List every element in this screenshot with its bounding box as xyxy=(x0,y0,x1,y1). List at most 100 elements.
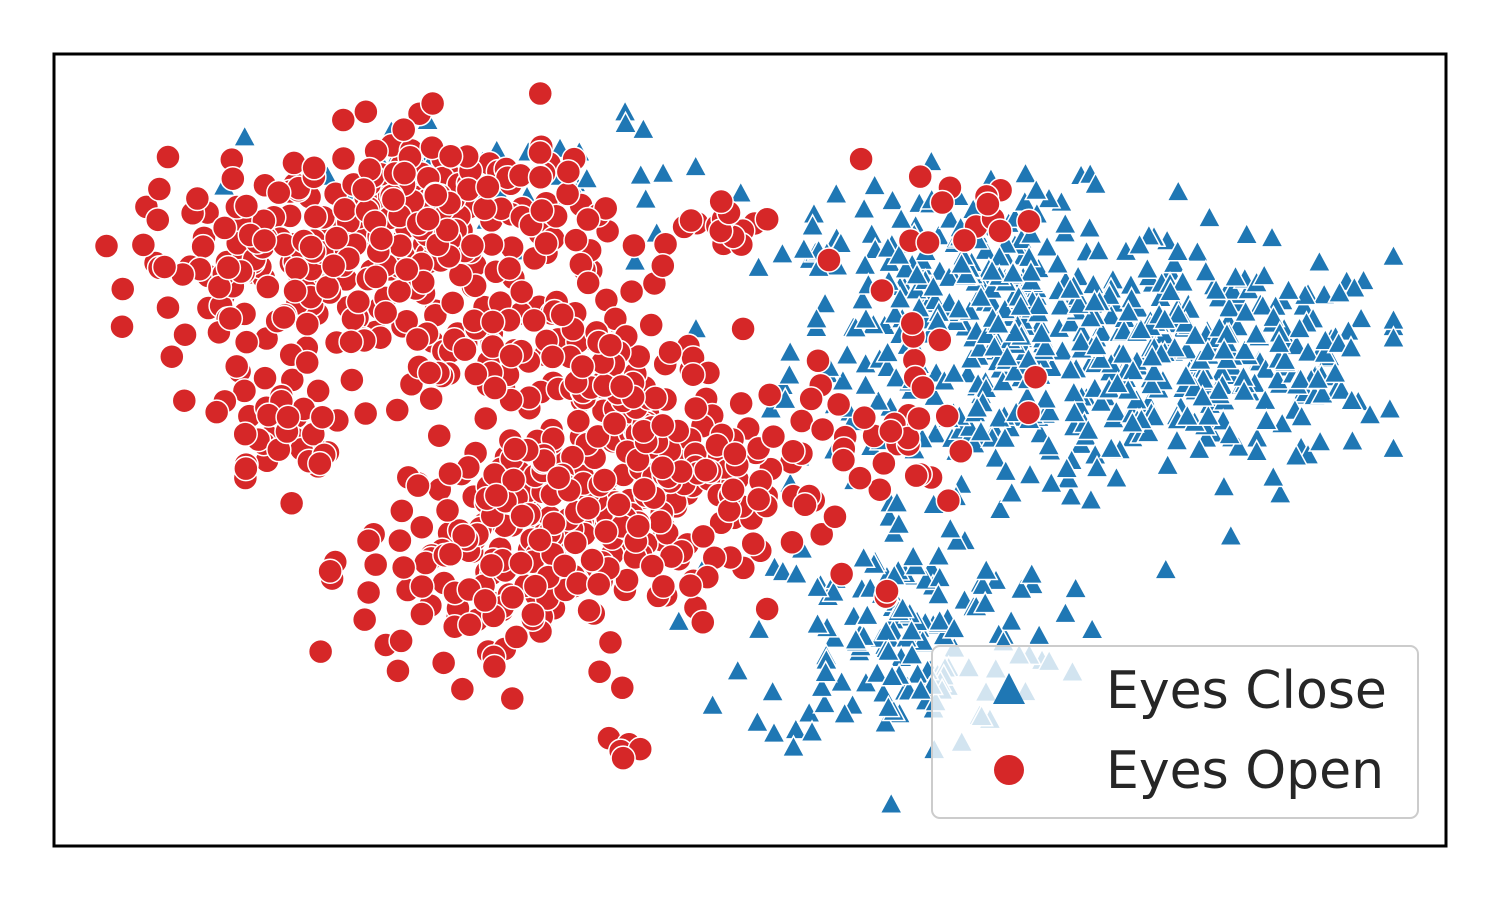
data-point-eyes-open xyxy=(385,658,411,684)
data-point-eyes-close xyxy=(1187,436,1212,460)
data-point-eyes-close xyxy=(1190,384,1215,407)
data-point-eyes-open xyxy=(314,274,341,301)
data-point-eyes-close xyxy=(1000,260,1026,283)
data-point-eyes-close xyxy=(1195,338,1221,362)
data-point-eyes-open xyxy=(251,227,278,254)
data-point-eyes-open xyxy=(223,353,250,380)
data-point-eyes-open xyxy=(910,374,936,401)
data-point-eyes-open xyxy=(650,252,676,279)
data-point-eyes-close xyxy=(1024,177,1049,201)
data-point-eyes-close xyxy=(1068,329,1094,352)
data-point-eyes-open xyxy=(479,309,506,335)
data-point-eyes-close xyxy=(1054,455,1080,479)
data-point-eyes-close xyxy=(1310,381,1335,405)
data-point-eyes-open xyxy=(184,185,211,212)
data-point-eyes-open xyxy=(372,299,399,326)
data-point-eyes-open xyxy=(906,405,932,432)
data-point-eyes-open xyxy=(545,464,572,491)
data-point-eyes-close xyxy=(1261,464,1286,488)
data-point-eyes-close xyxy=(983,445,1008,469)
data-point-eyes-close xyxy=(746,254,771,278)
data-point-eyes-close xyxy=(1039,470,1064,494)
data-point-eyes-open xyxy=(498,343,524,369)
data-point-eyes-close xyxy=(968,284,994,308)
data-point-eyes-close xyxy=(1088,346,1113,370)
data-point-eyes-close xyxy=(1377,396,1403,420)
data-point-eyes-open xyxy=(618,278,645,305)
data-point-eyes-close xyxy=(1058,357,1083,380)
data-point-eyes-close xyxy=(809,674,835,698)
data-point-eyes-close xyxy=(878,791,904,814)
data-point-eyes-open xyxy=(211,215,238,241)
data-point-eyes-open xyxy=(575,495,602,521)
series-eyes-open xyxy=(93,80,1049,771)
data-point-eyes-open xyxy=(509,503,535,529)
data-point-eyes-close xyxy=(1206,377,1231,401)
data-point-eyes-open xyxy=(353,99,379,125)
data-point-eyes-close xyxy=(1009,576,1034,600)
data-point-eyes-close xyxy=(1155,452,1180,476)
data-point-eyes-open xyxy=(472,405,499,432)
data-point-eyes-close xyxy=(746,616,772,640)
data-point-eyes-open xyxy=(541,510,567,537)
data-point-eyes-open xyxy=(899,310,925,337)
data-point-eyes-open xyxy=(798,386,824,412)
data-point-eyes-open xyxy=(434,217,461,243)
data-point-eyes-open xyxy=(683,395,709,422)
data-point-eyes-open xyxy=(430,650,457,676)
data-point-eyes-close xyxy=(777,339,803,363)
data-point-eyes-close xyxy=(770,558,796,582)
data-point-eyes-open xyxy=(275,404,301,430)
data-point-eyes-open xyxy=(266,179,292,206)
data-point-eyes-open xyxy=(576,597,602,624)
data-point-eyes-close xyxy=(1082,289,1107,312)
data-point-eyes-close xyxy=(883,365,909,388)
data-point-eyes-open xyxy=(690,523,717,550)
data-point-eyes-close xyxy=(973,557,999,581)
data-point-eyes-open xyxy=(384,397,411,423)
data-point-eyes-close xyxy=(1261,304,1286,328)
data-point-eyes-open xyxy=(754,206,780,232)
data-point-eyes-close xyxy=(683,153,708,177)
data-point-eyes-close xyxy=(830,368,856,391)
data-point-eyes-open xyxy=(591,467,618,493)
data-point-eyes-close xyxy=(1339,387,1364,411)
data-point-eyes-close xyxy=(813,659,838,683)
data-point-eyes-close xyxy=(760,679,785,702)
data-point-eyes-open xyxy=(722,440,748,467)
data-point-eyes-close xyxy=(799,719,825,742)
data-point-eyes-close xyxy=(1028,421,1053,444)
data-point-eyes-open xyxy=(825,391,852,418)
data-point-eyes-close xyxy=(823,181,849,205)
data-point-eyes-close xyxy=(1077,215,1102,239)
data-point-eyes-close xyxy=(1162,335,1187,358)
data-point-eyes-open xyxy=(405,472,431,499)
data-point-eyes-open xyxy=(434,497,461,524)
data-point-eyes-close xyxy=(1327,280,1352,303)
data-point-eyes-close xyxy=(1037,399,1062,422)
data-point-eyes-close xyxy=(949,251,974,275)
data-point-eyes-open xyxy=(816,247,842,273)
data-point-eyes-close xyxy=(1232,337,1258,361)
data-point-eyes-close xyxy=(805,574,830,598)
data-point-eyes-open xyxy=(109,313,135,340)
data-point-eyes-open xyxy=(130,232,157,258)
data-point-eyes-close xyxy=(1166,178,1191,202)
data-point-eyes-close xyxy=(1173,363,1199,386)
data-point-eyes-close xyxy=(926,582,951,605)
data-point-eyes-open xyxy=(282,278,308,304)
legend-marker-eyes-close xyxy=(993,673,1025,704)
data-point-eyes-close xyxy=(1226,434,1251,458)
data-point-eyes-open xyxy=(745,486,772,513)
data-point-eyes-close xyxy=(1234,221,1259,245)
data-point-eyes-close xyxy=(944,528,969,552)
data-point-eyes-open xyxy=(503,624,530,650)
data-point-eyes-open xyxy=(271,304,297,331)
data-point-eyes-close xyxy=(1259,225,1285,248)
data-point-eyes-close xyxy=(1265,367,1290,390)
data-point-eyes-close xyxy=(631,116,656,140)
data-point-eyes-close xyxy=(1058,276,1083,300)
data-point-eyes-close xyxy=(936,264,962,288)
data-point-eyes-close xyxy=(1104,399,1129,422)
data-point-eyes-close xyxy=(1141,359,1167,382)
